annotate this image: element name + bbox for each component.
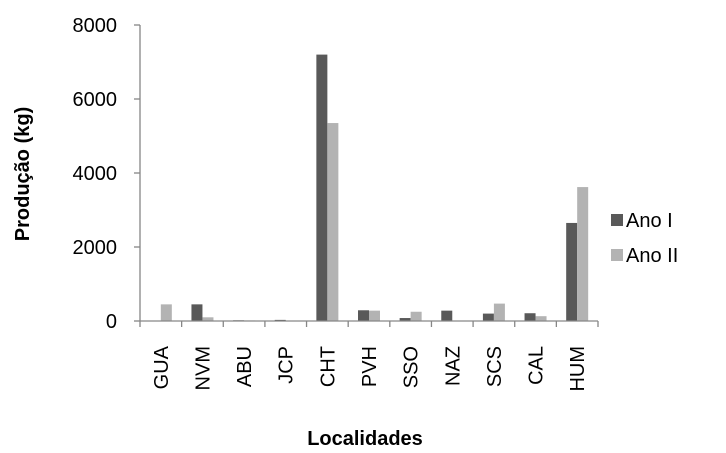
x-tick-label: NVM bbox=[192, 346, 214, 390]
x-tick-label: GUA bbox=[151, 345, 173, 389]
x-tick-label: ABU bbox=[234, 346, 256, 387]
bar-ano-i-cht bbox=[316, 54, 328, 321]
x-axis-ticks bbox=[139, 321, 599, 327]
x-tick-label: PVH bbox=[359, 346, 381, 387]
bar-ano-ii-cht bbox=[327, 123, 339, 321]
legend: Ano I Ano II bbox=[611, 210, 678, 267]
x-tick-label: HUM bbox=[567, 346, 589, 392]
bar-ano-ii-sso bbox=[410, 311, 422, 321]
legend-swatch bbox=[611, 214, 623, 226]
x-axis-title: Localidades bbox=[307, 428, 423, 450]
y-axis-ticks: 0 2000 4000 6000 8000 bbox=[73, 15, 140, 333]
bars bbox=[160, 54, 589, 321]
legend-swatch bbox=[611, 249, 623, 261]
bar-ano-ii-nvm bbox=[202, 317, 214, 321]
y-tick-label: 4000 bbox=[73, 163, 118, 185]
y-tick-label: 6000 bbox=[73, 89, 118, 111]
x-tick-label: CAL bbox=[526, 346, 548, 385]
bar-ano-ii-cal bbox=[535, 316, 547, 321]
bar-ano-i-sso bbox=[399, 318, 411, 321]
y-tick-label: 8000 bbox=[73, 15, 118, 37]
y-tick-label: 0 bbox=[106, 311, 117, 333]
bar-ano-i-pvh bbox=[358, 310, 369, 321]
x-tick-label: SCS bbox=[484, 346, 506, 387]
x-tick-label: NAZ bbox=[442, 346, 464, 386]
legend-label: Ano II bbox=[626, 245, 678, 267]
x-tick-label: JCP bbox=[276, 346, 298, 384]
y-axis-title: Produção (kg) bbox=[12, 107, 34, 241]
bar-ano-ii-pvh bbox=[369, 310, 380, 321]
x-axis-tick-labels: GUA NVM ABU JCP CHT PVH SSO NAZ SCS CAL HUM bbox=[151, 345, 589, 391]
bar-ano-ii-scs bbox=[493, 303, 505, 321]
bar-ano-i-scs bbox=[482, 313, 494, 321]
bar-ano-i-nvm bbox=[191, 304, 203, 321]
y-tick-label: 2000 bbox=[73, 237, 118, 259]
bar-ano-ii-gua bbox=[160, 304, 172, 321]
legend-label: Ano I bbox=[626, 210, 673, 232]
bar-ano-i-hum bbox=[566, 222, 578, 321]
bar-ano-i-naz bbox=[441, 310, 453, 321]
x-tick-label: SSO bbox=[401, 346, 423, 388]
bar-ano-i-cal bbox=[524, 313, 536, 321]
x-tick-label: CHT bbox=[317, 346, 339, 387]
bar-ano-ii-hum bbox=[577, 187, 589, 321]
